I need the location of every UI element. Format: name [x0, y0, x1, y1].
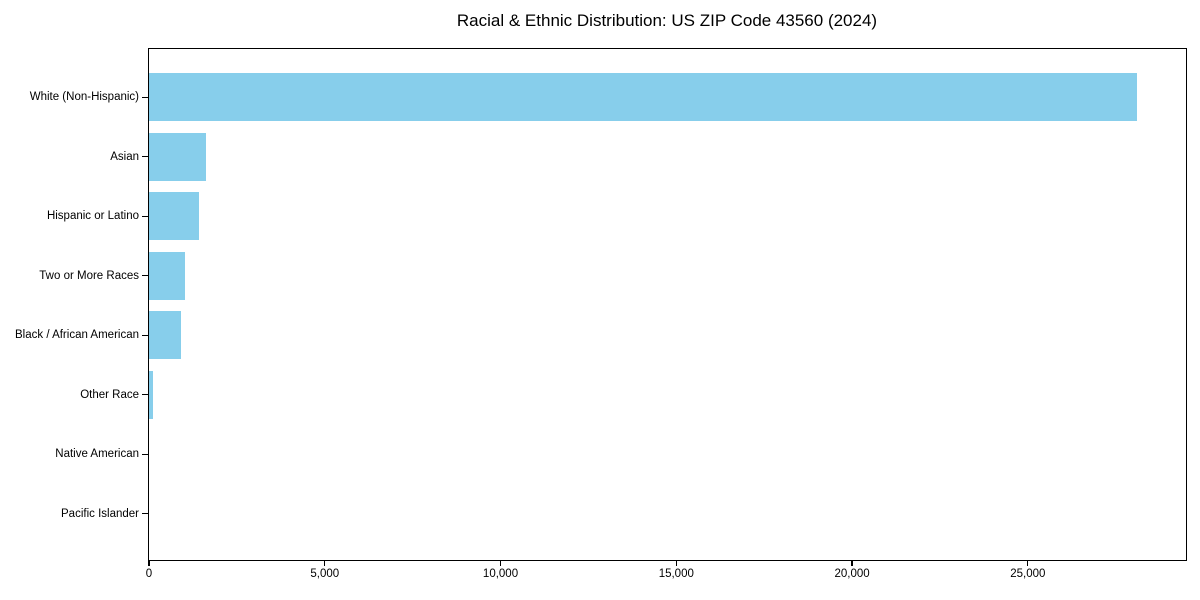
x-tick-mark	[1027, 561, 1029, 566]
chart-title: Racial & Ethnic Distribution: US ZIP Cod…	[456, 11, 878, 30]
y-axis-label: Other Race	[80, 388, 139, 401]
x-tick-mark	[851, 561, 853, 566]
y-axis-label: Black / African American	[15, 329, 139, 341]
y-axis-label: Pacific Islander	[61, 507, 139, 520]
y-axis-label: Native American	[55, 448, 139, 460]
y-axis-label: Asian	[110, 150, 139, 163]
y-tick-mark	[142, 215, 148, 217]
y-tick-mark	[142, 394, 148, 396]
y-tick-mark	[142, 334, 148, 336]
bar	[149, 251, 185, 300]
y-axis-label: White (Non-Hispanic)	[29, 91, 139, 103]
x-tick-mark	[324, 561, 326, 566]
y-tick-mark	[142, 453, 148, 455]
x-tick-mark	[148, 561, 150, 566]
bar	[149, 192, 199, 240]
x-tick-label: 20,000	[834, 568, 870, 580]
y-tick-mark	[142, 96, 148, 98]
x-tick-mark	[499, 561, 502, 566]
bar	[149, 73, 1137, 121]
y-axis-label: Two or More Races	[39, 269, 139, 282]
plot-area	[148, 48, 1187, 561]
y-tick-mark	[142, 156, 148, 158]
x-tick-mark	[675, 561, 677, 566]
bar	[149, 311, 181, 359]
y-tick-mark	[142, 275, 148, 277]
x-tick-label: 25,000	[1010, 568, 1046, 580]
y-tick-mark	[142, 513, 148, 515]
bar	[149, 132, 206, 181]
x-tick-label: 15,000	[658, 568, 694, 580]
x-tick-label: 5,000	[310, 568, 340, 580]
y-axis-label: Hispanic or Latino	[46, 210, 139, 222]
x-tick-label: 0	[145, 568, 153, 580]
bar	[149, 370, 153, 419]
x-tick-label: 10,000	[482, 568, 519, 580]
